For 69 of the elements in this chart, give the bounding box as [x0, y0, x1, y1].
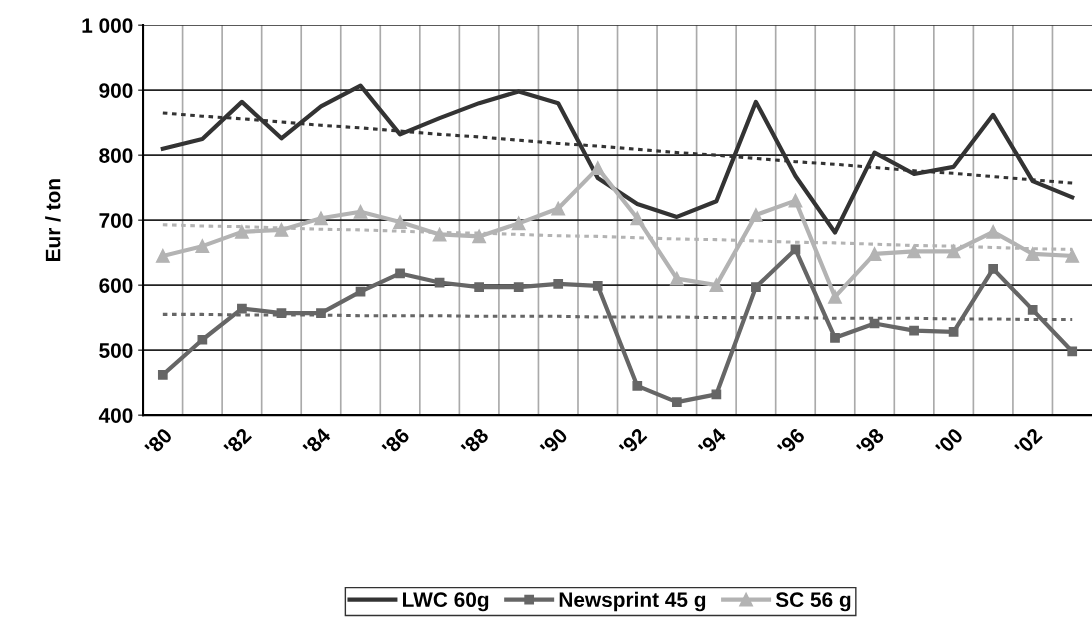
point — [155, 248, 170, 263]
point — [511, 216, 526, 231]
point — [711, 389, 722, 400]
y-tick-label: 800 — [99, 148, 133, 163]
point — [788, 193, 803, 208]
x-tick-label: '90 — [539, 427, 569, 457]
point — [157, 369, 168, 380]
point — [1065, 248, 1080, 263]
y-tick-label: 900 — [99, 83, 133, 98]
point — [393, 215, 408, 230]
line-series — [160, 83, 1075, 235]
point — [195, 239, 210, 254]
point — [353, 204, 368, 219]
x-tick-label: '02 — [1013, 427, 1043, 457]
point — [632, 381, 643, 391]
x-tick-label: '96 — [776, 427, 806, 457]
x-tick-label: '88 — [460, 427, 490, 457]
point — [432, 227, 447, 242]
y-tick-label: 500 — [99, 343, 133, 358]
point — [355, 286, 366, 297]
point — [830, 332, 840, 343]
point — [592, 280, 603, 291]
legend-label: LWC 60g — [403, 592, 489, 612]
point — [197, 334, 208, 345]
point — [513, 282, 524, 292]
point — [1027, 304, 1038, 315]
point — [274, 222, 289, 237]
point — [314, 211, 328, 226]
point — [474, 282, 484, 292]
point — [395, 268, 405, 279]
point — [276, 308, 287, 318]
legend-label: SC 56 g — [775, 592, 851, 612]
point — [234, 224, 249, 239]
point — [748, 208, 763, 222]
point — [1025, 247, 1040, 261]
point — [671, 397, 682, 408]
legend-label: Newsprint 45 g — [559, 591, 706, 612]
point — [316, 308, 326, 318]
y-axis-title: Eur / ton — [45, 179, 61, 261]
point — [988, 264, 999, 274]
y-tick-label: 1 000 — [82, 18, 133, 33]
point — [946, 244, 961, 259]
y-tick-label: 600 — [99, 278, 133, 293]
point — [237, 303, 247, 314]
point — [751, 282, 761, 292]
y-tick-label: 400 — [98, 408, 133, 423]
point — [590, 161, 605, 176]
x-tick-label: '94 — [697, 426, 728, 457]
x-tick-label: '82 — [223, 427, 253, 457]
point — [828, 289, 842, 304]
x-tick-label: '80 — [144, 427, 174, 457]
point — [709, 278, 724, 293]
x-tick-label: '00 — [934, 427, 964, 457]
point — [948, 327, 959, 337]
point — [472, 229, 487, 244]
point — [630, 211, 645, 226]
point — [986, 224, 1001, 239]
point — [867, 247, 882, 261]
x-tick-label: '98 — [855, 427, 885, 457]
point — [669, 271, 684, 286]
x-tick-label: '84 — [302, 426, 332, 457]
y-tick-label: 700 — [99, 213, 133, 228]
x-tick-label: '86 — [381, 427, 411, 457]
point — [907, 244, 922, 259]
point — [551, 201, 566, 216]
point — [1067, 346, 1078, 357]
x-tick-label: '92 — [618, 427, 648, 457]
point — [553, 278, 564, 289]
point — [909, 325, 919, 336]
